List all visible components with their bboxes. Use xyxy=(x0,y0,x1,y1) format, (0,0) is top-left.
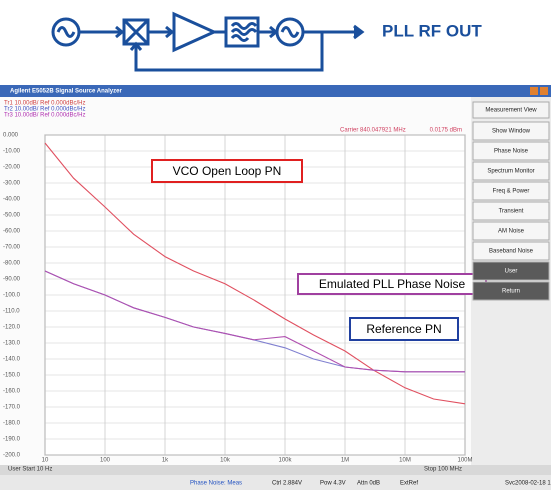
y-tick-label: -200.0 xyxy=(3,453,21,459)
annotation: Emulated PLL Phase Noise xyxy=(319,277,466,291)
menu-title xyxy=(472,101,550,119)
status-bar xyxy=(0,475,551,490)
x-tick-label: 100 xyxy=(100,458,111,464)
stop-label: Stop 100 MHz xyxy=(424,467,462,473)
x-tick-label: 100M xyxy=(457,458,472,464)
menu-button-label: Return xyxy=(502,289,520,295)
x-tick-label: 10M xyxy=(399,458,411,464)
menu-button-label: Spectrum Monitor xyxy=(487,169,534,175)
title-bar xyxy=(0,85,551,97)
minimize-button[interactable] xyxy=(530,87,538,95)
menu-button-label: Freq & Power xyxy=(493,189,530,195)
y-tick-label: -120.0 xyxy=(3,325,21,331)
trace-header: Tr1 10.00dB/ Ref 0.000dBc/Hz xyxy=(4,101,86,107)
menu-button-label: Show Window xyxy=(492,129,531,135)
y-tick-label: -130.0 xyxy=(3,341,21,347)
trace-header: Tr3 10.00dB/ Ref 0.000dBc/Hz xyxy=(4,113,86,119)
start-label: User Start 10 Hz xyxy=(8,467,52,473)
status-item: Attn 0dB xyxy=(357,481,380,487)
y-tick-label: -30.00 xyxy=(3,181,21,187)
y-tick-label: -50.00 xyxy=(3,213,21,219)
status-item: Svc xyxy=(505,481,515,487)
menu-button-label: Phase Noise xyxy=(494,149,529,155)
menu-button-label: Transient xyxy=(499,209,524,215)
y-tick-label: -170.0 xyxy=(3,405,21,411)
block-diagram xyxy=(51,11,365,72)
annotation: VCO Open Loop PN xyxy=(173,164,282,178)
output-label: PLL RF OUT xyxy=(382,21,482,40)
y-tick-label: -90.00 xyxy=(3,277,21,283)
menu-button[interactable] xyxy=(472,181,550,201)
annotation: Reference PN xyxy=(366,322,441,336)
close-button[interactable] xyxy=(540,87,548,95)
x-tick-label: 10k xyxy=(220,458,231,464)
annotation-box xyxy=(151,159,303,183)
menu-button-label: AM Noise xyxy=(498,229,525,235)
y-tick-label: -180.0 xyxy=(3,421,21,427)
menu-button-label: Baseband Noise xyxy=(489,249,534,255)
menu-button[interactable] xyxy=(472,261,550,281)
y-tick-label: -150.0 xyxy=(3,373,21,379)
menu-button[interactable] xyxy=(472,201,550,221)
status-item: Ctrl 2.884V xyxy=(272,481,302,487)
x-tick-label: 10 xyxy=(42,458,49,464)
status-item: Pow 4.3V xyxy=(320,481,346,487)
menu-button[interactable] xyxy=(472,141,550,161)
menu-button-label: User xyxy=(505,269,518,275)
y-tick-label: -110.0 xyxy=(3,309,20,315)
menu-title-text: Measurement View xyxy=(485,108,537,114)
menu-button[interactable] xyxy=(472,221,550,241)
menu-button[interactable] xyxy=(472,121,550,141)
y-tick-label: -100.0 xyxy=(3,293,21,299)
carrier-label: Carrier 840.047921 MHz xyxy=(340,128,406,134)
y-tick-label: -60.00 xyxy=(3,229,21,235)
menu-button[interactable] xyxy=(472,161,550,181)
trace xyxy=(44,142,466,405)
annotation-box xyxy=(349,317,459,341)
trace-header: Tr2 10.00dB/ Ref 0.000dBc/Hz xyxy=(4,107,86,113)
y-tick-label: -190.0 xyxy=(3,437,21,443)
status-item: ExtRef xyxy=(400,481,418,487)
y-tick-label: -20.00 xyxy=(3,165,21,171)
y-tick-label: -10.00 xyxy=(3,149,21,155)
window-title: Agilent E5052B Signal Source Analyzer xyxy=(10,89,122,95)
y-tick-label: -160.0 xyxy=(3,389,21,395)
status-item: 2008-02-18 15:36 xyxy=(515,481,551,487)
menu-button[interactable] xyxy=(472,241,550,261)
x-tick-label: 1M xyxy=(341,458,349,464)
y-tick-label: -140.0 xyxy=(3,357,21,363)
y-tick-label: 0.000 xyxy=(3,133,19,139)
x-tick-label: 100k xyxy=(278,458,292,464)
trace xyxy=(44,270,465,373)
status-item: Phase Noise: Meas xyxy=(190,481,242,487)
y-tick-label: -40.00 xyxy=(3,197,21,203)
y-tick-label: -80.00 xyxy=(3,261,21,267)
menu-button[interactable] xyxy=(472,281,550,301)
level-label: 0.0175 dBm xyxy=(430,128,462,134)
x-tick-label: 1k xyxy=(162,458,169,464)
y-tick-label: -70.00 xyxy=(3,245,21,251)
